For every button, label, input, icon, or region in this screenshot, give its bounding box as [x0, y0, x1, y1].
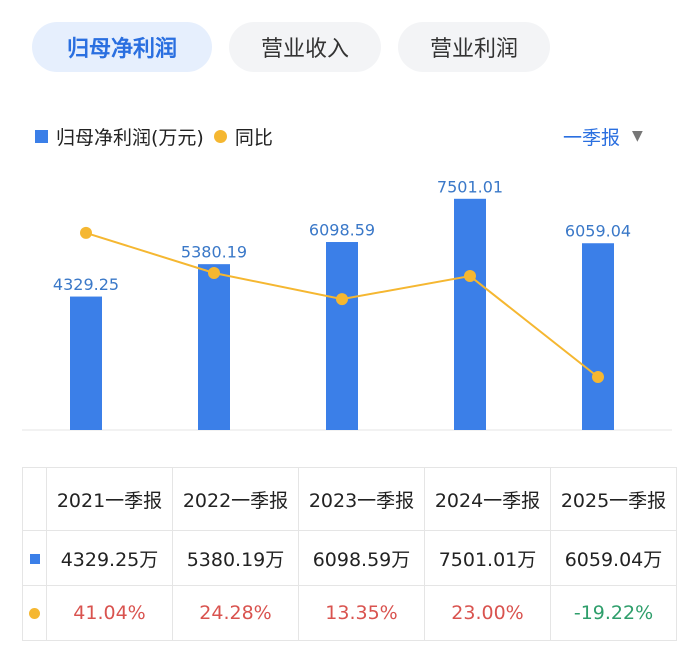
dropdown-arrow: ▼	[632, 128, 643, 144]
cell: 4329.25万	[46, 530, 173, 586]
data-label: 4329.25	[53, 275, 119, 294]
tab[interactable]: 归母净利润	[32, 22, 212, 72]
point	[336, 293, 348, 306]
cell: 7501.01万	[424, 530, 551, 586]
column-header: 2025一季报	[550, 467, 677, 531]
row-marker	[22, 530, 47, 586]
cell: 41.04%	[46, 585, 173, 641]
cell: 13.35%	[298, 585, 425, 641]
bar	[326, 242, 358, 430]
legend-marker	[35, 129, 48, 143]
point	[208, 266, 220, 279]
data-label: 6059.04	[565, 222, 631, 241]
tab[interactable]: 营业利润	[398, 22, 550, 72]
data-label: 5380.19	[181, 243, 247, 262]
tab[interactable]: 营业收入	[229, 22, 381, 72]
corner	[22, 467, 47, 531]
legend-label: 同比	[234, 126, 273, 149]
cell: 24.28%	[172, 585, 299, 641]
cell: 5380.19万	[172, 530, 299, 586]
point	[80, 226, 92, 239]
point	[464, 270, 476, 283]
cell: -19.22%	[550, 585, 677, 641]
legend-label: 归母净利润(万元)	[56, 126, 204, 149]
column-header: 2024一季报	[424, 467, 551, 531]
legend-marker	[213, 129, 227, 143]
data-label: 7501.01	[437, 177, 503, 196]
cell: 23.00%	[424, 585, 551, 641]
row-marker	[22, 585, 47, 641]
cell: 6059.04万	[550, 530, 677, 586]
bar	[454, 198, 486, 430]
data-table: 2021一季报 2022一季报 2023一季报 2024一季报 2025一季报 4329…	[22, 467, 677, 641]
column-header: 2022一季报	[172, 467, 299, 531]
bar	[70, 296, 102, 430]
legend: 归母净利润(万元) 同比	[35, 122, 273, 150]
column-header: 2021一季报	[46, 467, 173, 531]
dropdown[interactable]: 一季报 ▼	[563, 122, 643, 150]
bar	[198, 264, 230, 430]
point	[592, 370, 604, 383]
cell: 6098.59万	[298, 530, 425, 586]
bar	[582, 243, 614, 430]
chart: 4329.25 5380.19 6098.59 7501.01 6059.04	[22, 177, 672, 431]
data-label: 6098.59	[309, 221, 375, 240]
dropdown-label: 一季报	[563, 126, 621, 149]
column-header: 2023一季报	[298, 467, 425, 531]
